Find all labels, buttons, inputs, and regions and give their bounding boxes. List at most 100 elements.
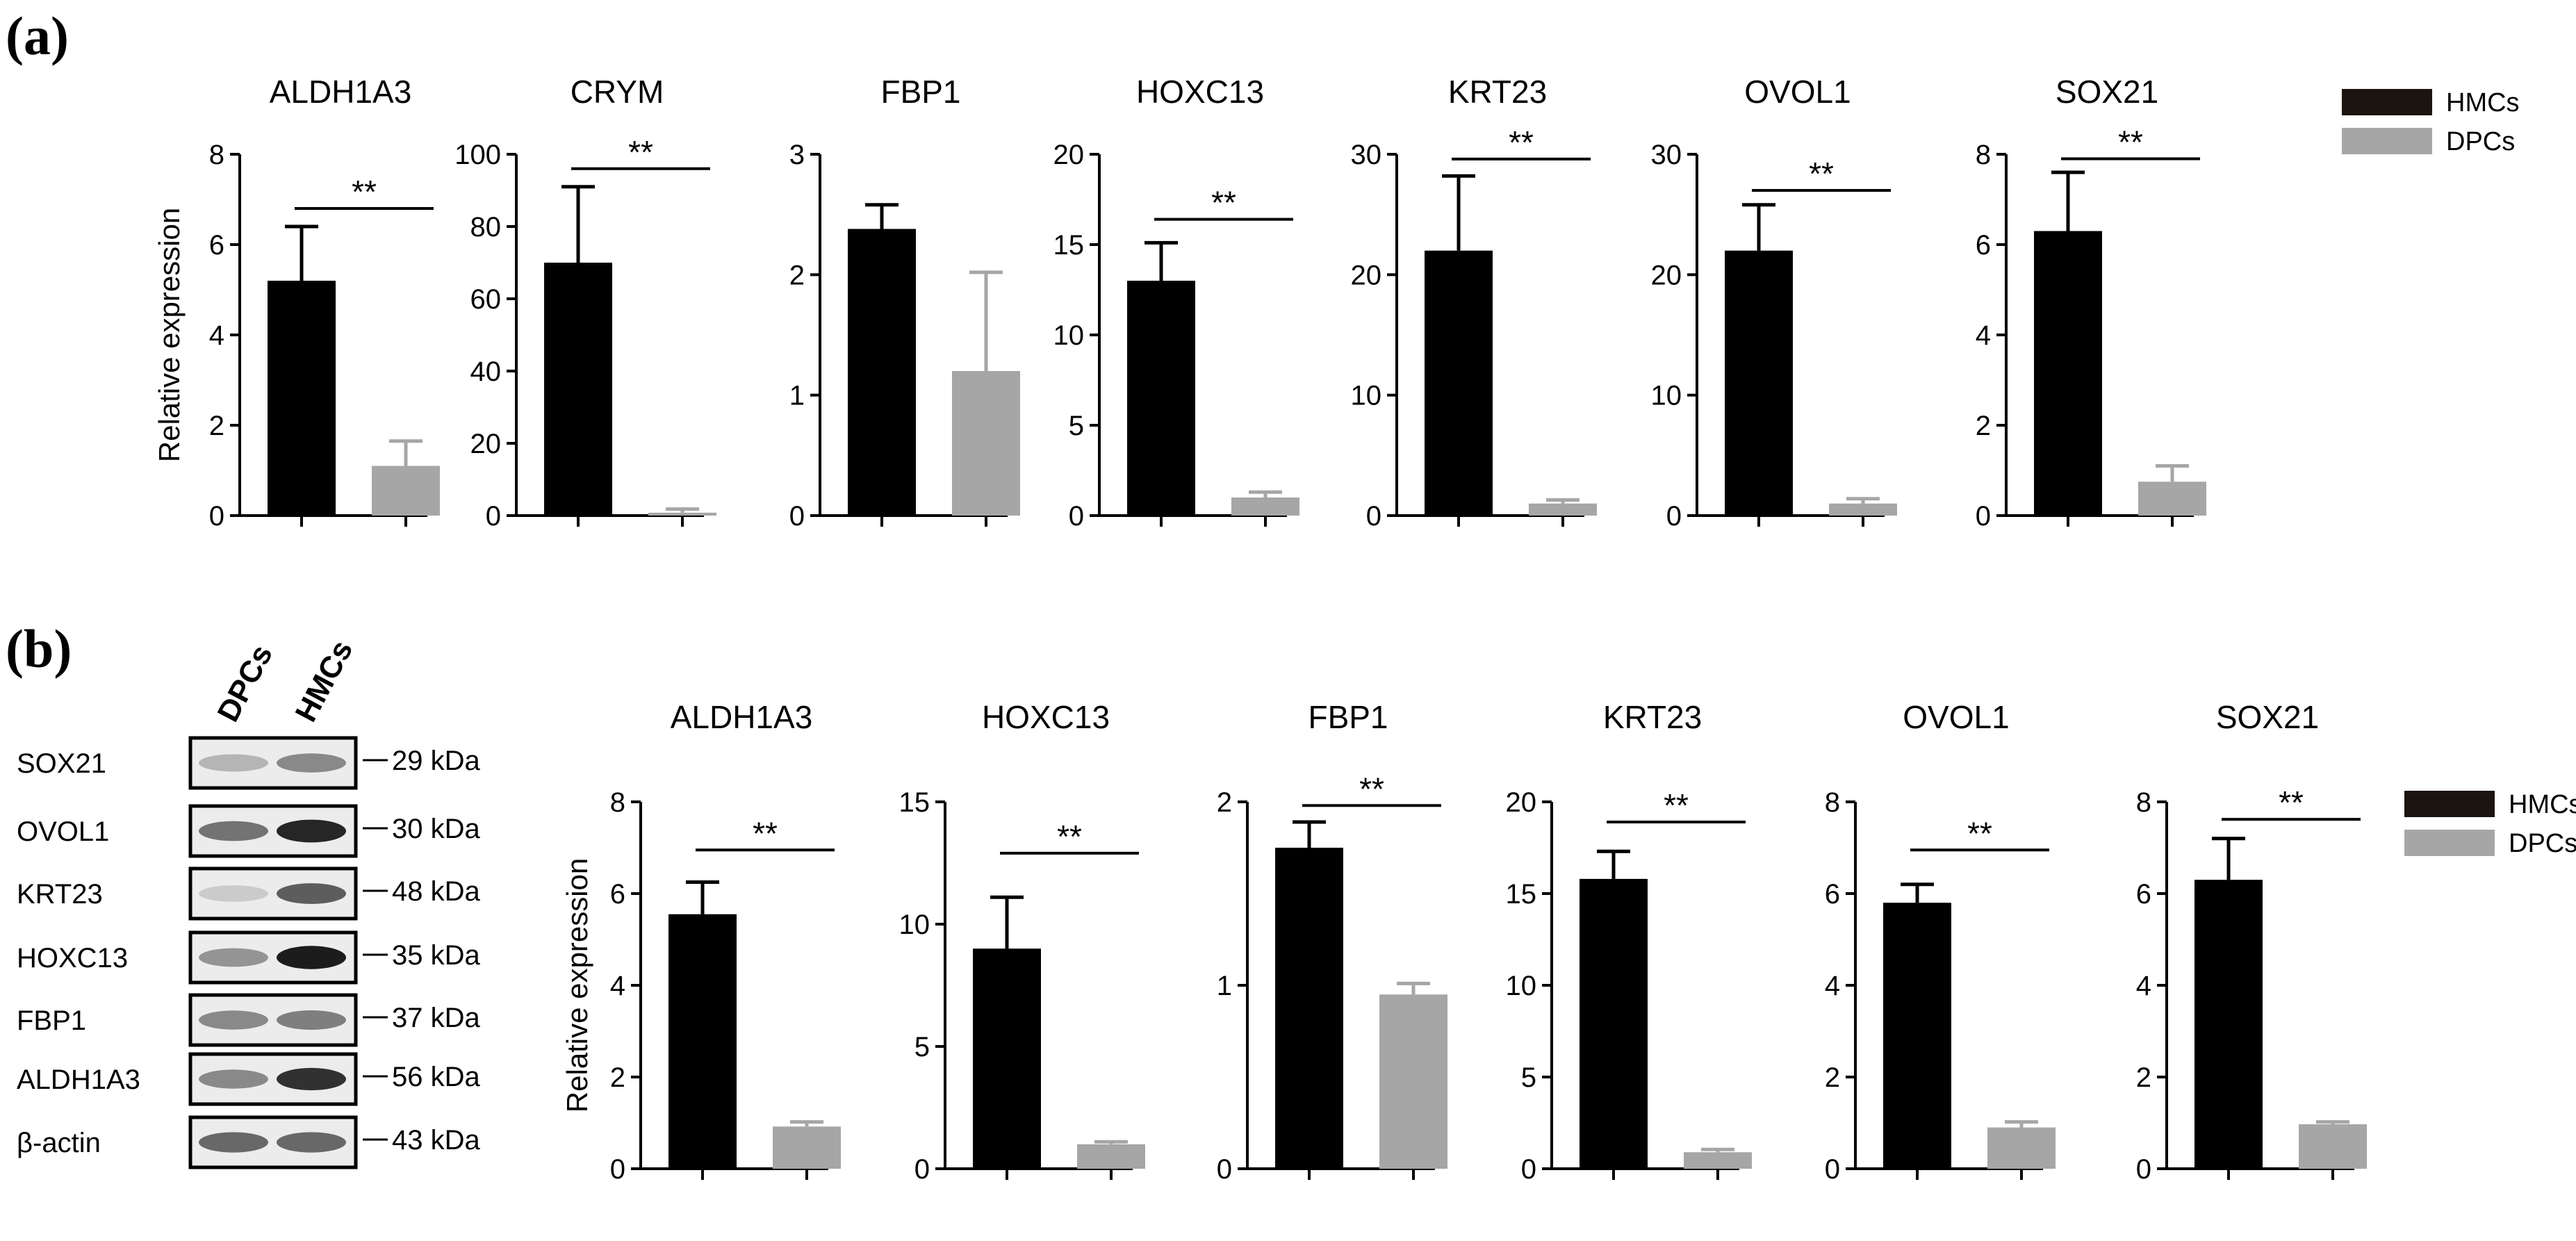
y-tick-label: 30 [1351,140,1382,170]
bar-dpcs [2138,482,2206,516]
legend-swatch-hmcs [2404,791,2495,817]
bar-hmcs [1275,848,1343,1169]
bar-dpcs [1529,503,1597,516]
legend-swatch-dpcs [2342,128,2432,154]
chart-b-fbp1: FBP1 0 1 2 ** [1217,699,1447,1185]
legend-label-dpcs: DPCs [2446,127,2515,156]
bar-hmcs [1580,878,1648,1169]
chart-b-hoxc13: HOXC13 0 5 10 15 ** [899,699,1145,1185]
bar-dpcs [2299,1124,2367,1169]
y-tick-label: 0 [1069,501,1084,532]
chart-a-fbp1: FBP1 0 1 2 3 [789,74,1020,532]
y-tick-label: 2 [789,260,805,290]
band-hmc [277,819,346,843]
chart-title: SOX21 [2056,74,2158,110]
chart-b-ovol1: OVOL1 0 2 4 6 8 ** [1825,699,2056,1185]
y-tick-label: 0 [914,1154,930,1185]
band-dpc [199,1132,268,1153]
y-tick-label: 6 [610,879,625,910]
band-dpc [199,1069,268,1089]
size-label: 35 kDa [392,940,480,971]
y-tick-label: 20 [1506,787,1537,818]
legend-swatch-hmcs [2342,89,2432,115]
bar-hmcs [1425,250,1493,516]
y-tick-label: 20 [470,429,502,459]
chart-title: SOX21 [2216,699,2319,735]
lane-label-dpcs: DPCs [211,639,279,728]
chart-b-sox21: SOX21 0 2 4 6 8 ** [2136,699,2367,1185]
blot-row-fbp1: FBP1 37 kDa [17,993,480,1047]
bar-dpcs [372,466,440,516]
y-tick-label: 1 [1217,971,1232,1001]
band-hmc [277,753,346,773]
y-tick-label: 2 [1217,787,1232,818]
chart-a-hoxc13: HOXC13 0 5 10 15 20 ** [1053,74,1299,532]
blot-row-aldh1a3: ALDH1A3 56 kDa [17,1052,480,1106]
significance-marker: ** [2279,784,2304,821]
y-tick-label: 4 [1976,320,1991,351]
y-tick-label: 0 [1825,1154,1840,1185]
protein-label: KRT23 [17,879,103,910]
y-tick-label: 1 [789,381,805,411]
size-label: 48 kDa [392,876,480,907]
bar-hmcs [668,914,737,1169]
y-tick-label: 0 [1521,1154,1536,1185]
y-tick-label: 8 [1825,787,1840,818]
protein-label: ALDH1A3 [17,1065,140,1095]
chart-a-aldh1a3: ALDH1A3 0 2 4 6 8 ** [209,74,440,532]
legends: HMCs DPCs HMCs DPCs [2342,88,2576,858]
blot-row-ovol1: OVOL1 30 kDa [17,804,480,858]
y-tick-label: 0 [789,501,805,532]
y-tick-label: 10 [1351,381,1382,411]
protein-label: HOXC13 [17,943,128,973]
chart-b-aldh1a3: ALDH1A3 0 2 4 6 8 ** [610,699,841,1185]
significance-marker: ** [1967,815,1992,851]
panel-a-label: (a) [6,6,69,66]
band-hmc [277,1067,346,1091]
bar-dpcs [1987,1127,2056,1169]
y-tick-label: 0 [209,501,224,532]
y-tick-label: 3 [789,140,805,170]
significance-marker: ** [352,174,377,210]
panel-a-ylabel: Relative expression [153,208,186,463]
legend-label-hmcs: HMCs [2509,790,2576,819]
bar-hmcs [973,948,1041,1169]
y-tick-label: 10 [1651,381,1682,411]
chart-title: ALDH1A3 [671,699,813,735]
band-hmc [277,883,346,904]
blot-box [188,866,358,921]
panel-b-label: (b) [6,618,72,679]
band-dpc [199,1010,268,1030]
y-tick-label: 2 [1825,1062,1840,1093]
y-tick-label: 0 [1366,501,1381,532]
y-tick-label: 0 [2136,1154,2151,1185]
protein-label: FBP1 [17,1005,86,1036]
y-tick-label: 8 [1976,140,1991,170]
significance-marker: ** [2118,124,2143,161]
blot-row-sox21: SOX21 29 kDa [17,736,480,790]
bar-hmcs [848,229,916,516]
y-tick-label: 15 [899,787,930,818]
y-tick-label: 100 [454,140,501,170]
chart-title: HOXC13 [1136,74,1264,110]
protein-label: β-actin [17,1128,101,1158]
chart-title: ALDH1A3 [270,74,412,110]
legend-swatch-dpcs [2404,830,2495,856]
chart-title: OVOL1 [1744,74,1851,110]
blot-row-actin: β-actin 43 kDa [17,1115,480,1169]
y-tick-label: 0 [1976,501,1991,532]
western-blot: DPCs HMCs SOX21 29 kDa OVOL1 30 kDa KRT23 48 kD… [17,635,480,1169]
y-tick-label: 10 [899,910,930,940]
y-tick-label: 8 [209,140,224,170]
y-tick-label: 2 [1976,411,1991,441]
significance-marker: ** [1664,787,1689,823]
blot-row-hoxc13: HOXC13 35 kDa [17,930,480,985]
bar-hmcs [2034,231,2102,516]
bar-hmcs [2194,880,2263,1169]
y-tick-label: 60 [470,284,502,315]
y-tick-label: 30 [1651,140,1682,170]
significance-marker: ** [1057,819,1082,855]
y-tick-label: 2 [2136,1062,2151,1093]
